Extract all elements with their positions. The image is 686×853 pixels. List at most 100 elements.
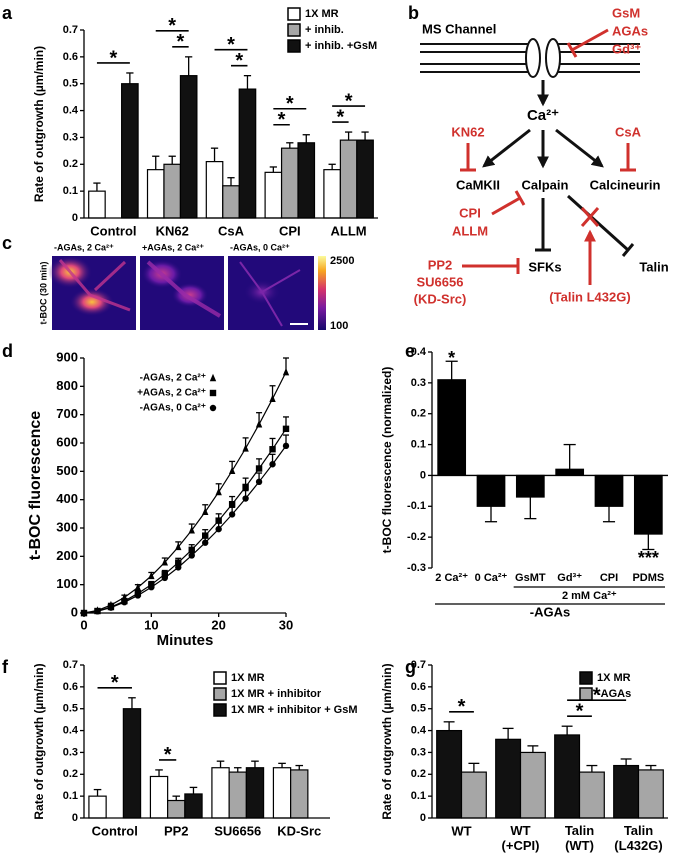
bar <box>637 769 664 819</box>
legend-marker <box>209 389 217 397</box>
inhibitor: CsA <box>615 124 642 139</box>
marker <box>282 425 290 433</box>
bar <box>519 751 546 819</box>
significance-label: * <box>336 106 344 128</box>
inhibition <box>491 196 521 216</box>
bar <box>460 771 487 819</box>
legend-label: 1X MR <box>231 672 265 684</box>
marker <box>202 532 209 539</box>
bar <box>184 793 203 819</box>
marker <box>202 507 209 516</box>
legend-swatch <box>287 39 301 53</box>
x-tick-label: 20 <box>211 617 225 632</box>
y-tick-label: -0.1 <box>407 500 426 512</box>
bar <box>515 474 545 498</box>
y-tick-label: 0.4 <box>63 104 79 116</box>
label-line: (L432G) <box>614 838 662 853</box>
significance-label: * <box>111 672 119 694</box>
y-tick-label: 600 <box>56 434 78 449</box>
bar <box>290 769 309 819</box>
pathway-diagram: b MS Channel GsM AGAs Gd³⁺ Ca²⁺ KN62 CsA… <box>408 3 669 307</box>
y-tick-label: 0.3 <box>411 377 426 389</box>
marker <box>215 487 222 496</box>
x-tick-label: SU6656 <box>214 823 261 838</box>
marker <box>228 511 236 518</box>
legend-label: -AGAs <box>597 688 631 700</box>
marker <box>175 559 182 566</box>
y-axis-label: t-BOC fluorescence (normalized) <box>380 367 394 554</box>
legend-swatch <box>213 687 227 701</box>
legend-swatch <box>579 687 593 701</box>
ion-label: Ca²⁺ <box>527 107 559 124</box>
x-tick-label: CPI <box>279 223 301 238</box>
marker <box>161 558 168 566</box>
series-line <box>83 371 287 614</box>
marker <box>121 599 128 606</box>
y-tick-label: 0.6 <box>63 681 78 693</box>
marker <box>134 592 142 599</box>
bar <box>594 474 624 507</box>
bar <box>339 139 358 219</box>
node: Talin <box>639 259 668 274</box>
bar <box>211 767 230 819</box>
label-line: WT <box>510 823 530 838</box>
legend-marker <box>209 404 217 412</box>
bar <box>222 185 240 219</box>
y-tick-label: 0.5 <box>63 703 78 715</box>
x-tick-label: 2 Ca²⁺ <box>435 572 468 584</box>
legend-swatch <box>213 671 227 685</box>
y-tick-label: 0.5 <box>63 78 78 90</box>
marker <box>242 444 249 452</box>
marker <box>228 501 236 508</box>
y-tick-label: 400 <box>56 491 78 506</box>
image <box>48 256 136 330</box>
y-tick-label: 0.6 <box>411 681 426 693</box>
image <box>140 256 224 330</box>
y-tick-label: 0.7 <box>63 24 78 36</box>
bar <box>436 729 463 819</box>
marker <box>202 539 209 546</box>
y-tick-label: 0.1 <box>63 790 78 802</box>
x-tick-label: 10 <box>144 617 158 632</box>
panel-letter: c <box>2 233 12 253</box>
block-mark <box>580 207 600 227</box>
marker <box>242 495 249 502</box>
marker <box>188 526 195 534</box>
marker <box>282 367 290 376</box>
y-tick-label: 0.2 <box>63 158 78 170</box>
y-tick-label: 0.1 <box>411 438 426 450</box>
panel-letter: b <box>408 3 419 23</box>
y-tick-label: 100 <box>56 576 78 591</box>
y-axis-label: Rate of outgrowth (µm/min) <box>32 663 46 819</box>
y-tick-label: 500 <box>56 463 78 478</box>
bar <box>633 474 663 535</box>
panel-letter: f <box>2 657 9 677</box>
panel-letter: a <box>2 3 13 23</box>
node: Calpain <box>522 177 569 192</box>
x-tick-label: GsMT <box>515 572 546 584</box>
legend-marker <box>209 373 217 382</box>
y-tick-label: 0 <box>72 812 78 824</box>
inhibitor: KN62 <box>451 124 484 139</box>
group-label: 2 mM Ca²⁺ <box>562 590 617 602</box>
significance-label: * <box>227 34 235 56</box>
inhibition <box>566 194 630 252</box>
marker <box>161 574 168 582</box>
bar <box>245 767 265 819</box>
inhibition-cap <box>566 42 578 58</box>
significance-label: * <box>458 696 466 718</box>
bar <box>238 88 257 219</box>
y-tick-label: 0.1 <box>411 790 426 802</box>
y-axis-label: t-BOC fluorescence <box>27 411 44 560</box>
panel-letter: e <box>405 341 415 361</box>
x-tick-label: WT (+CPI) <box>502 823 540 853</box>
y-tick-label: 700 <box>56 406 78 421</box>
marker <box>94 608 101 615</box>
y-tick-label: 0.7 <box>411 659 426 671</box>
legend-label: 1X MR + inhibitor + GsM <box>231 704 358 716</box>
significance-label: * <box>286 93 294 115</box>
x-tick-label: PDMS <box>632 572 664 584</box>
x-tick-label: ALLM <box>331 223 367 238</box>
significance-label: * <box>177 31 185 53</box>
